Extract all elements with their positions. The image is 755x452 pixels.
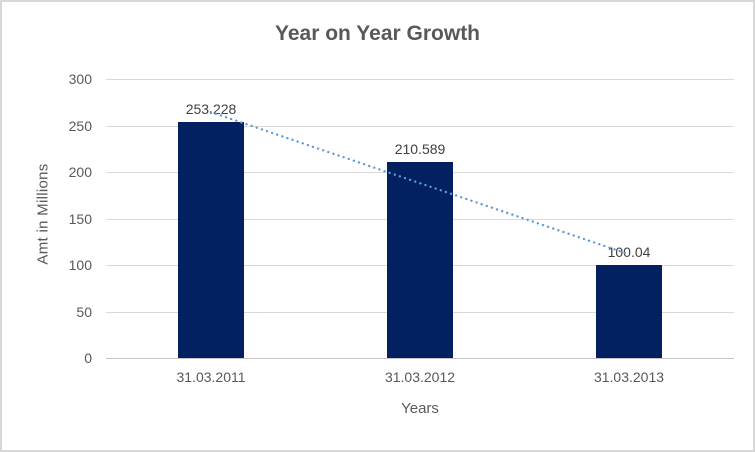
y-tick-label: 200 [68,164,92,180]
bar [178,122,244,358]
y-gridline [106,79,734,80]
y-tick-label: 150 [68,211,92,227]
y-tick-label: 50 [76,304,92,320]
x-tick-label: 31.03.2012 [384,369,456,385]
bar-data-label: 210.589 [394,141,446,157]
x-axis-title: Years [401,400,439,417]
y-tick-label: 250 [68,118,92,134]
y-tick-label: 100 [68,257,92,273]
chart-title: Year on Year Growth [274,22,481,45]
x-axis-line [106,358,734,359]
bar-data-label: 253.228 [185,101,237,117]
bar [387,162,453,358]
y-tick-label: 0 [84,350,92,366]
x-tick-label: 31.03.2013 [593,369,665,385]
x-tick-label: 31.03.2011 [176,369,246,385]
y-tick-label: 300 [68,71,92,87]
bar-data-label: 100.04 [607,244,651,260]
bar [596,265,662,358]
